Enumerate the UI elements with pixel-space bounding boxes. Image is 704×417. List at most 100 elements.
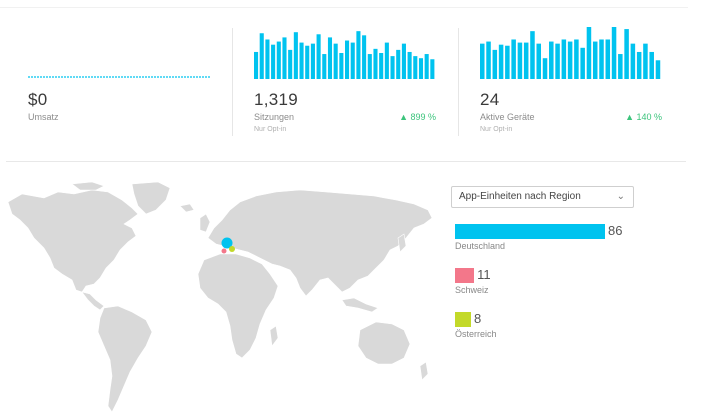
metric-divider bbox=[458, 28, 459, 136]
region-count-deutschland: 86 bbox=[608, 223, 623, 238]
aktive-geraete-bar bbox=[530, 31, 535, 79]
aktive-geraete-bar bbox=[511, 39, 516, 79]
sitzungen-bar bbox=[265, 39, 270, 79]
region-select-value: App-Einheiten nach Region bbox=[459, 191, 581, 202]
aktive-geraete-bar bbox=[630, 43, 636, 79]
sitzungen-sub: Nur Opt-in bbox=[254, 126, 287, 133]
sitzungen-bar bbox=[396, 49, 401, 79]
sitzungen-bar bbox=[413, 56, 418, 79]
sitzungen-bar bbox=[401, 43, 406, 79]
region-count-oesterreich: 8 bbox=[474, 311, 482, 326]
aktive-geraete-value: 24 bbox=[480, 90, 500, 109]
map-arctic-islands bbox=[71, 181, 105, 191]
map-indonesia bbox=[341, 297, 379, 313]
sitzungen-bar bbox=[407, 51, 412, 79]
map-japan bbox=[397, 233, 407, 253]
sitzungen-bar bbox=[424, 54, 429, 79]
aktive-geraete-bar bbox=[636, 51, 642, 79]
umsatz-value: $0 bbox=[28, 90, 48, 109]
aktive-geraete-bar bbox=[624, 29, 629, 79]
sitzungen-bar bbox=[356, 31, 361, 79]
top-divider bbox=[0, 7, 688, 8]
sitzungen-bar bbox=[379, 53, 384, 79]
sitzungen-bar bbox=[271, 44, 276, 79]
aktive-geraete-change: ▲ 140 % bbox=[625, 112, 662, 122]
section-divider bbox=[6, 161, 686, 162]
aktive-geraete-bar bbox=[517, 42, 523, 79]
sitzungen-bar bbox=[339, 53, 344, 79]
sitzungen-bar bbox=[384, 42, 389, 79]
umsatz-label: Umsatz bbox=[28, 112, 59, 122]
map-marker-deutschland bbox=[221, 237, 233, 249]
sitzungen-change: ▲ 899 % bbox=[399, 112, 436, 122]
region-name-deutschland: Deutschland bbox=[455, 241, 506, 251]
region-name-oesterreich: Österreich bbox=[455, 329, 497, 339]
sitzungen-bar bbox=[322, 54, 327, 79]
aktive-geraete-bar bbox=[536, 43, 541, 79]
map-eurasia bbox=[207, 189, 433, 297]
sitzungen-bar bbox=[333, 43, 338, 79]
region-bar-oesterreich bbox=[455, 312, 471, 327]
aktive-geraete-bar bbox=[549, 41, 554, 79]
aktive-geraete-bar bbox=[586, 27, 592, 79]
sitzungen-bar bbox=[418, 58, 424, 79]
map-new-zealand bbox=[419, 361, 429, 381]
region-count-schweiz: 11 bbox=[477, 267, 491, 282]
chevron-down-icon: ⌄ bbox=[616, 191, 625, 202]
map-north-america bbox=[7, 189, 139, 293]
sitzungen-sparkline bbox=[254, 31, 435, 79]
sitzungen-bar bbox=[362, 35, 367, 79]
aktive-geraete-bar bbox=[599, 39, 604, 79]
aktive-geraete-bar bbox=[555, 43, 560, 79]
aktive-geraete-bar bbox=[498, 44, 504, 79]
aktive-geraete-bar bbox=[605, 39, 611, 79]
sitzungen-bar bbox=[288, 49, 293, 79]
aktive-geraete-bar bbox=[655, 60, 661, 79]
aktive-geraete-sparkline bbox=[480, 27, 661, 79]
aktive-geraete-label: Aktive Geräte bbox=[480, 112, 535, 122]
region-select[interactable]: App-Einheiten nach Region ⌄ bbox=[451, 186, 634, 208]
sitzungen-bar bbox=[282, 37, 287, 79]
sitzungen-bar bbox=[299, 42, 304, 79]
aktive-geraete-bar bbox=[649, 51, 654, 79]
aktive-geraete-bar bbox=[480, 43, 485, 79]
aktive-geraete-bar bbox=[486, 41, 491, 79]
sitzungen-bar bbox=[254, 51, 259, 79]
region-bar-schweiz bbox=[455, 268, 475, 283]
aktive-geraete-bar bbox=[580, 47, 585, 79]
aktive-geraete-bar bbox=[505, 45, 510, 79]
map-uk bbox=[199, 213, 211, 233]
umsatz-zero-line-chart bbox=[28, 76, 210, 78]
metric-umsatz[interactable]: $0 Umsatz bbox=[28, 22, 210, 142]
metric-sitzungen[interactable]: 1,319 Sitzungen Nur Opt-in ▲ 899 % bbox=[254, 22, 436, 142]
sitzungen-value: 1,319 bbox=[254, 90, 299, 109]
map-africa bbox=[197, 253, 279, 359]
sitzungen-label: Sitzungen bbox=[254, 112, 295, 122]
sitzungen-bar bbox=[259, 33, 264, 79]
map-marker-schweiz bbox=[221, 248, 227, 254]
sitzungen-bar bbox=[373, 48, 378, 79]
sitzungen-bar bbox=[390, 56, 395, 79]
metric-aktive-geraete[interactable]: 24 Aktive Geräte Nur Opt-in ▲ 140 % bbox=[480, 22, 662, 142]
sitzungen-bar bbox=[430, 59, 435, 79]
sitzungen-bar bbox=[345, 40, 350, 79]
map-south-america bbox=[97, 305, 153, 413]
map-australia bbox=[357, 321, 411, 365]
sitzungen-bar bbox=[350, 42, 355, 79]
aktive-geraete-bar bbox=[574, 39, 579, 79]
sitzungen-bar bbox=[316, 34, 321, 79]
sitzungen-bar bbox=[367, 54, 372, 79]
aktive-geraete-bar bbox=[592, 41, 598, 79]
aktive-geraete-bar bbox=[523, 42, 529, 79]
sitzungen-bar bbox=[327, 37, 333, 79]
aktive-geraete-bar bbox=[611, 27, 617, 79]
aktive-geraete-bar bbox=[561, 39, 567, 79]
aktive-geraete-bar bbox=[542, 58, 548, 79]
map-central-america bbox=[81, 291, 105, 311]
aktive-geraete-sub: Nur Opt-in bbox=[480, 126, 513, 133]
sitzungen-bar bbox=[305, 45, 310, 79]
sitzungen-bar bbox=[310, 43, 315, 79]
world-map[interactable] bbox=[0, 180, 440, 417]
aktive-geraete-bar bbox=[492, 49, 498, 79]
map-marker-oesterreich bbox=[229, 246, 235, 252]
